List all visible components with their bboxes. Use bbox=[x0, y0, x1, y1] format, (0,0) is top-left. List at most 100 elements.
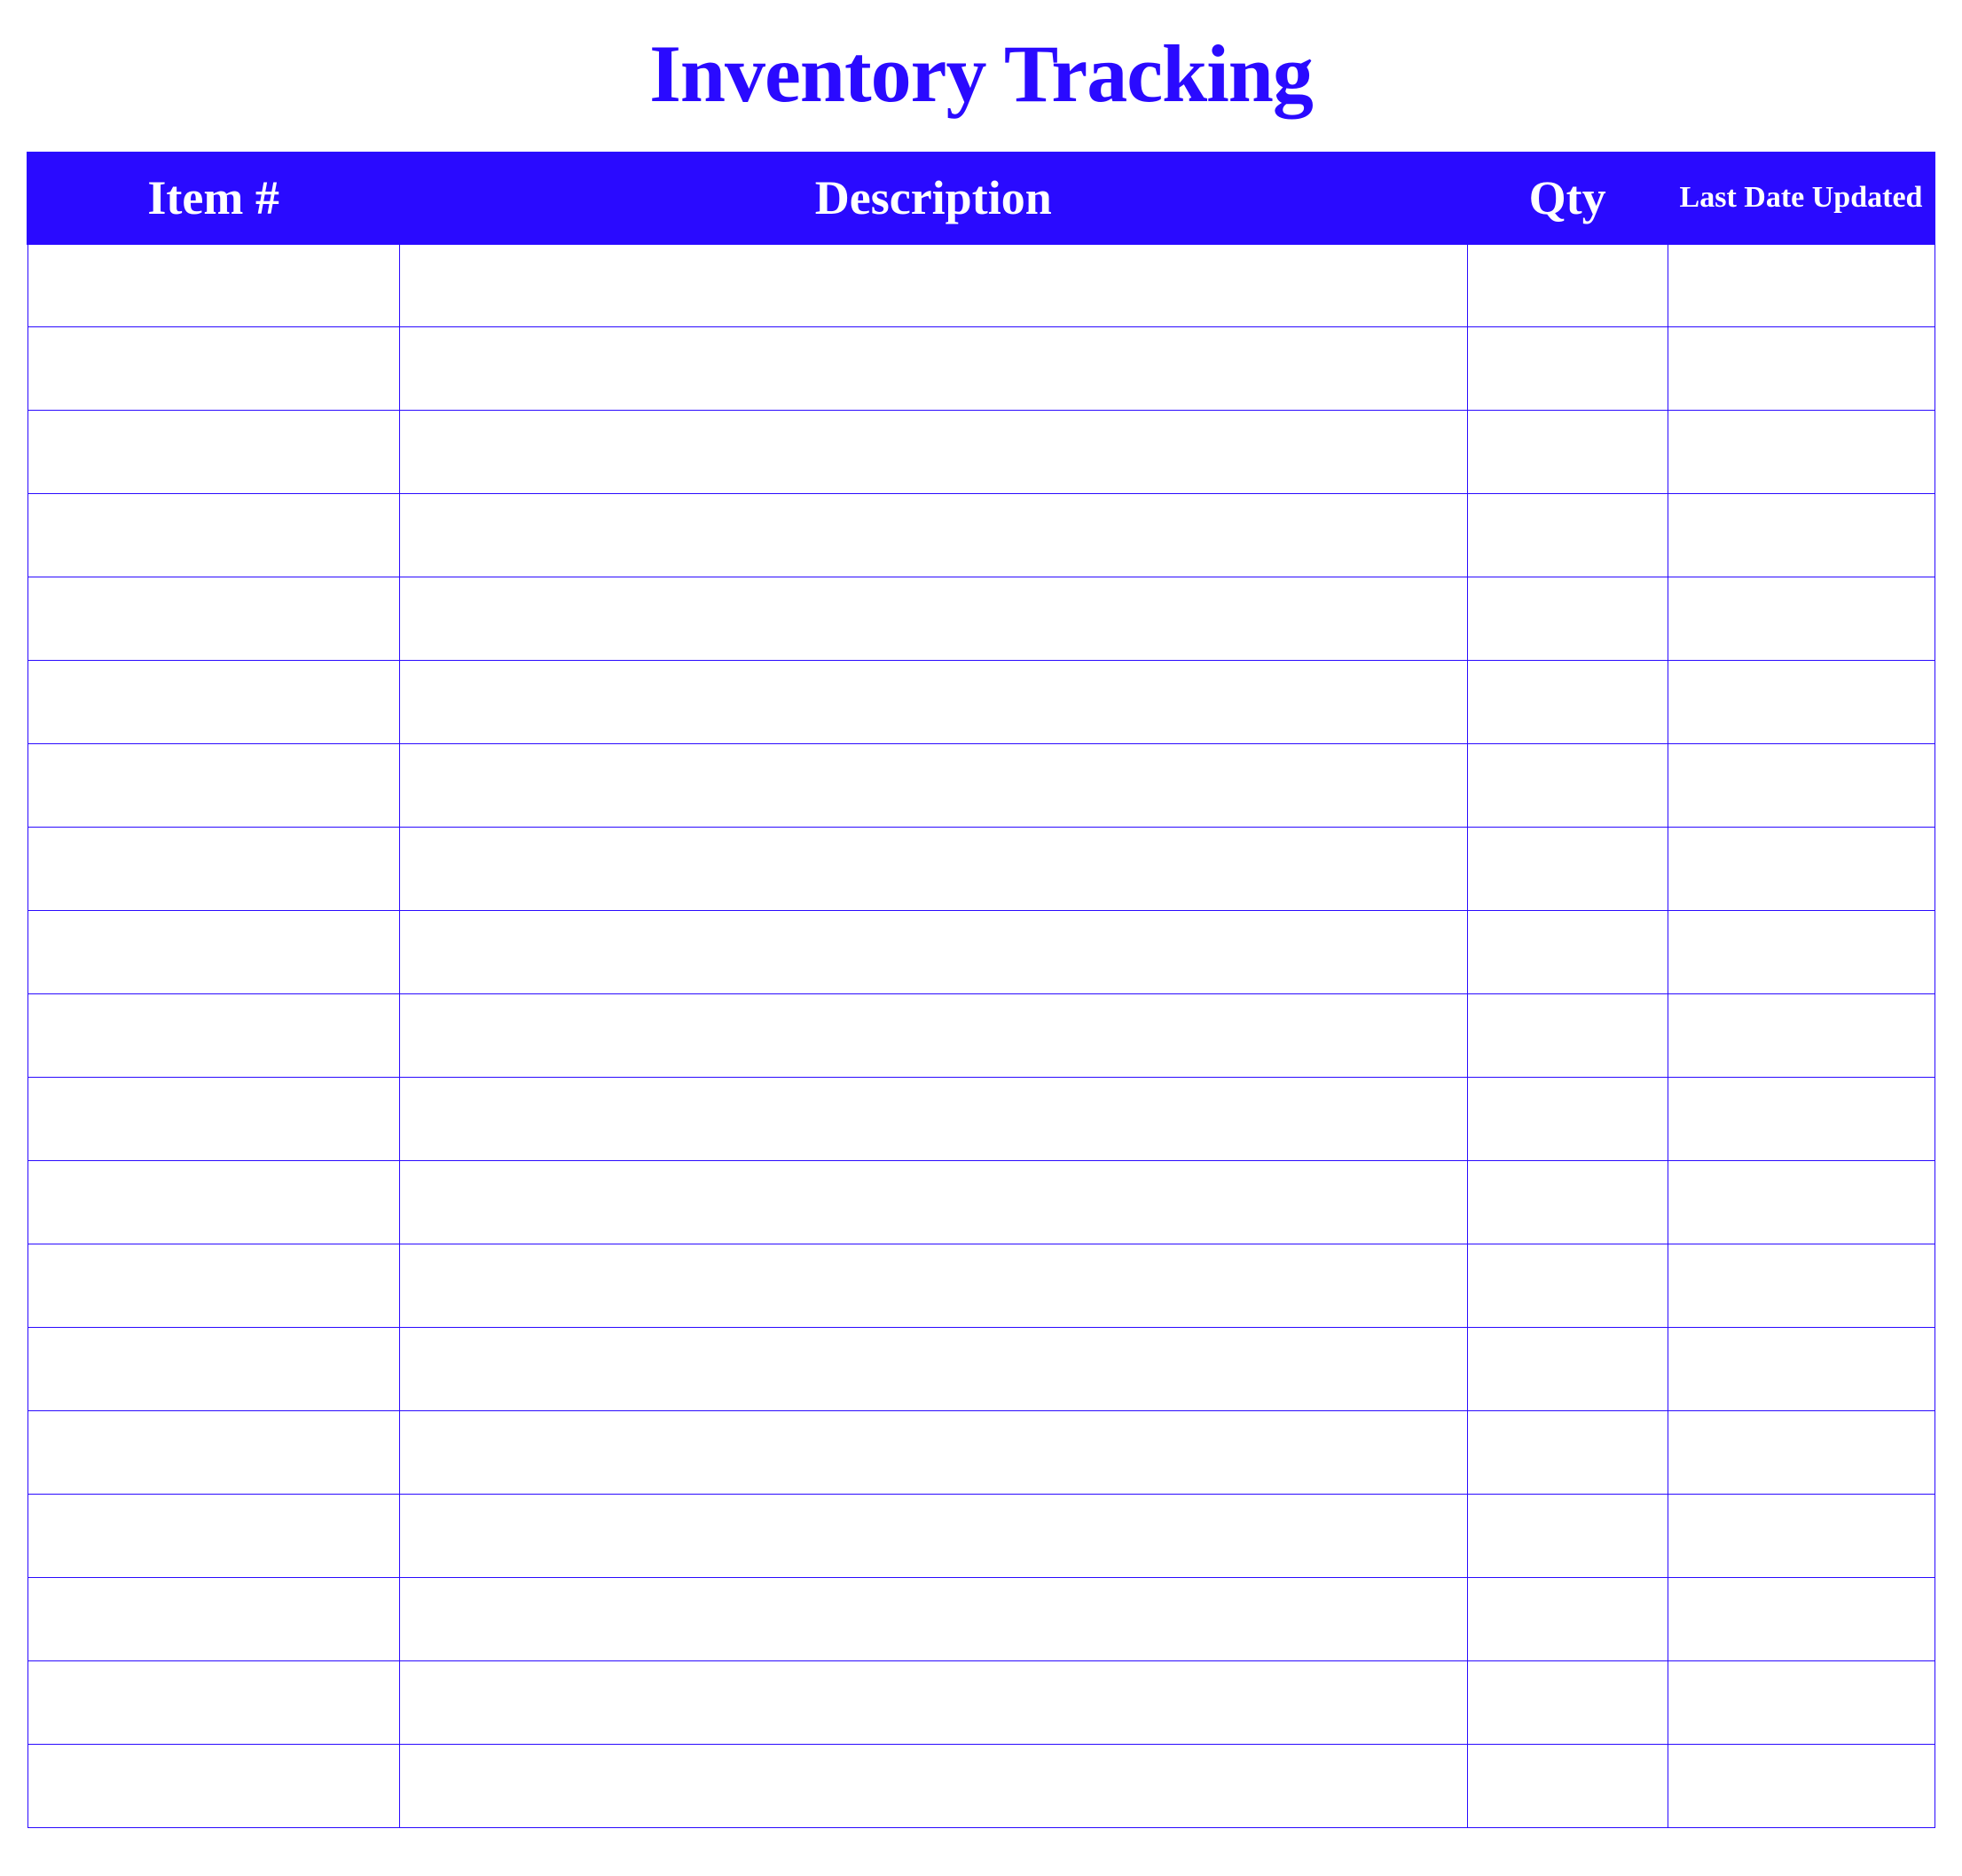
table-cell bbox=[27, 411, 399, 494]
table-cell bbox=[399, 1078, 1467, 1161]
table-cell bbox=[399, 661, 1467, 744]
table-cell bbox=[27, 1411, 399, 1495]
table-cell bbox=[27, 1661, 399, 1745]
page-title: Inventory Tracking bbox=[27, 27, 1935, 121]
table-row bbox=[27, 327, 1935, 411]
table-row bbox=[27, 1495, 1935, 1578]
table-row bbox=[27, 577, 1935, 661]
table-cell bbox=[27, 661, 399, 744]
table-cell bbox=[399, 327, 1467, 411]
table-cell bbox=[1668, 1411, 1935, 1495]
table-cell bbox=[27, 1495, 399, 1578]
table-cell bbox=[1467, 1244, 1668, 1328]
table-cell bbox=[1668, 828, 1935, 911]
table-cell bbox=[1668, 744, 1935, 828]
table-cell bbox=[27, 911, 399, 994]
table-cell bbox=[1467, 327, 1668, 411]
table-cell bbox=[1668, 1578, 1935, 1661]
table-cell bbox=[399, 411, 1467, 494]
table-cell bbox=[1467, 1328, 1668, 1411]
table-cell bbox=[399, 911, 1467, 994]
table-cell bbox=[1668, 994, 1935, 1078]
table-cell bbox=[399, 1411, 1467, 1495]
table-cell bbox=[1668, 1078, 1935, 1161]
table-cell bbox=[1467, 1078, 1668, 1161]
table-cell bbox=[1467, 1745, 1668, 1828]
table-cell bbox=[1668, 1745, 1935, 1828]
table-cell bbox=[1668, 1328, 1935, 1411]
table-row bbox=[27, 828, 1935, 911]
inventory-table: Item # Description Qty Last Date Updated bbox=[27, 152, 1935, 1828]
table-cell bbox=[1467, 1661, 1668, 1745]
table-cell bbox=[1668, 1661, 1935, 1745]
table-cell bbox=[1668, 494, 1935, 577]
table-row bbox=[27, 1078, 1935, 1161]
table-cell bbox=[399, 744, 1467, 828]
table-cell bbox=[27, 1161, 399, 1244]
table-row bbox=[27, 1244, 1935, 1328]
column-header-description: Description bbox=[399, 153, 1467, 244]
table-cell bbox=[27, 327, 399, 411]
table-cell bbox=[27, 828, 399, 911]
table-header-row: Item # Description Qty Last Date Updated bbox=[27, 153, 1935, 244]
table-cell bbox=[1467, 1578, 1668, 1661]
table-cell bbox=[1668, 661, 1935, 744]
table-row bbox=[27, 494, 1935, 577]
table-cell bbox=[399, 244, 1467, 327]
table-cell bbox=[1668, 1161, 1935, 1244]
table-cell bbox=[1668, 411, 1935, 494]
table-row bbox=[27, 1578, 1935, 1661]
table-cell bbox=[1467, 577, 1668, 661]
table-row bbox=[27, 411, 1935, 494]
table-row bbox=[27, 1411, 1935, 1495]
table-cell bbox=[27, 1328, 399, 1411]
table-cell bbox=[399, 1328, 1467, 1411]
table-row bbox=[27, 244, 1935, 327]
table-cell bbox=[1668, 577, 1935, 661]
table-cell bbox=[27, 1578, 399, 1661]
column-header-item-number: Item # bbox=[27, 153, 399, 244]
table-cell bbox=[1467, 994, 1668, 1078]
table-cell bbox=[27, 494, 399, 577]
table-cell bbox=[1467, 828, 1668, 911]
table-cell bbox=[27, 1244, 399, 1328]
table-cell bbox=[1467, 244, 1668, 327]
table-cell bbox=[399, 828, 1467, 911]
column-header-qty: Qty bbox=[1467, 153, 1668, 244]
table-cell bbox=[1467, 911, 1668, 994]
table-cell bbox=[1467, 494, 1668, 577]
table-row bbox=[27, 661, 1935, 744]
table-cell bbox=[1467, 1411, 1668, 1495]
table-row bbox=[27, 1745, 1935, 1828]
table-cell bbox=[399, 1495, 1467, 1578]
column-header-last-date-updated: Last Date Updated bbox=[1668, 153, 1935, 244]
table-cell bbox=[27, 1078, 399, 1161]
table-cell bbox=[399, 994, 1467, 1078]
table-cell bbox=[27, 1745, 399, 1828]
table-cell bbox=[1668, 911, 1935, 994]
table-cell bbox=[399, 1244, 1467, 1328]
table-cell bbox=[1668, 327, 1935, 411]
table-row bbox=[27, 1661, 1935, 1745]
table-cell bbox=[1467, 744, 1668, 828]
table-cell bbox=[1668, 1244, 1935, 1328]
table-cell bbox=[1467, 411, 1668, 494]
table-cell bbox=[399, 1161, 1467, 1244]
table-row bbox=[27, 1328, 1935, 1411]
table-cell bbox=[27, 744, 399, 828]
table-cell bbox=[1467, 1495, 1668, 1578]
table-cell bbox=[399, 1661, 1467, 1745]
table-cell bbox=[27, 577, 399, 661]
table-cell bbox=[399, 1578, 1467, 1661]
table-cell bbox=[399, 577, 1467, 661]
table-row bbox=[27, 911, 1935, 994]
table-row bbox=[27, 1161, 1935, 1244]
table-row bbox=[27, 744, 1935, 828]
table-cell bbox=[27, 994, 399, 1078]
table-cell bbox=[27, 244, 399, 327]
table-body bbox=[27, 244, 1935, 1828]
table-cell bbox=[399, 1745, 1467, 1828]
table-cell bbox=[1467, 661, 1668, 744]
table-cell bbox=[399, 494, 1467, 577]
table-cell bbox=[1668, 1495, 1935, 1578]
